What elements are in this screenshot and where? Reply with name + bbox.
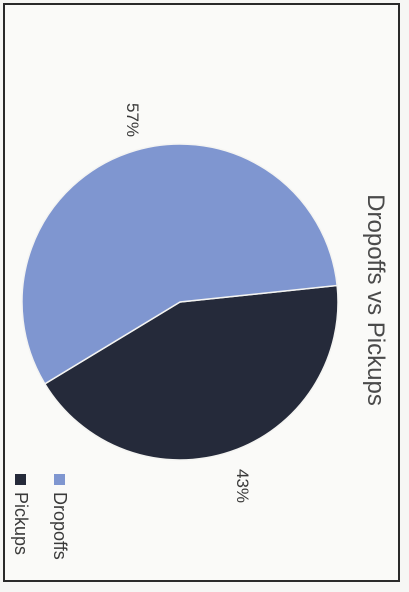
- legend: Dropoffs Pickups: [11, 474, 70, 560]
- legend-label-pickups: Pickups: [11, 492, 31, 555]
- legend-swatch-dropoffs: [54, 474, 65, 485]
- legend-item-pickups: Pickups: [11, 474, 31, 555]
- legend-item-dropoffs: Dropoffs: [50, 474, 70, 560]
- legend-swatch-pickups: [15, 474, 26, 485]
- chart-title: Dropoffs vs Pickups: [362, 194, 389, 406]
- slice-label-dropoffs: 57%: [123, 103, 142, 137]
- slice-label-pickups: 43%: [233, 469, 252, 503]
- pie-slice-pickups: [43, 284, 339, 461]
- pie-slices: [21, 143, 339, 461]
- pie-slice-dropoffs: [21, 143, 338, 385]
- legend-label-dropoffs: Dropoffs: [50, 492, 70, 560]
